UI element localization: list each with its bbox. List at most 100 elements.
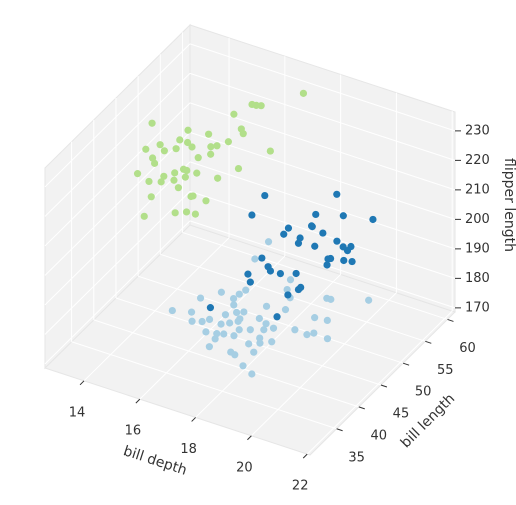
point [255, 314, 263, 323]
point [244, 270, 252, 278]
point [323, 335, 332, 343]
point [339, 212, 347, 220]
y-tick [380, 384, 388, 388]
grid-line [44, 220, 191, 365]
z-tick-label: 210 [465, 182, 490, 197]
point [239, 130, 247, 138]
y-tick-label: 50 [415, 385, 432, 400]
point [235, 290, 243, 298]
point [205, 343, 213, 351]
x-tick-label: 14 [69, 405, 86, 420]
grid-line [44, 132, 191, 276]
point [291, 326, 299, 334]
point [156, 141, 164, 149]
point [250, 348, 258, 356]
point [299, 89, 308, 97]
point [142, 145, 150, 153]
point [280, 230, 288, 238]
z-tick-label: 200 [465, 212, 490, 227]
grid-line [44, 43, 191, 188]
grid-line [44, 102, 191, 247]
point [323, 261, 331, 269]
point [213, 142, 221, 150]
point [151, 159, 159, 167]
x-tick-label: 22 [292, 479, 309, 494]
point [333, 237, 341, 245]
y-tick [447, 318, 454, 322]
point [273, 313, 281, 321]
point [308, 223, 316, 231]
y-tick-label: 55 [437, 363, 454, 378]
x-tick [191, 417, 196, 422]
point [226, 319, 234, 327]
point [319, 229, 327, 237]
point [196, 294, 205, 302]
grid-line [306, 310, 453, 455]
grid-line [44, 161, 191, 306]
point [193, 169, 201, 177]
point [245, 340, 253, 348]
point [213, 330, 221, 338]
point [170, 176, 178, 184]
y-tick-label: 35 [348, 450, 365, 465]
point [176, 136, 184, 144]
point [369, 215, 377, 224]
point [262, 320, 270, 328]
point [311, 242, 319, 250]
point [224, 138, 232, 146]
grid-line [189, 161, 456, 250]
point [339, 243, 347, 251]
point [187, 308, 196, 316]
point [230, 332, 238, 340]
point [172, 145, 180, 153]
point [264, 238, 273, 246]
point [234, 164, 243, 173]
point [171, 209, 179, 217]
point [229, 294, 238, 303]
point [221, 311, 230, 319]
point [157, 178, 165, 186]
point [191, 210, 199, 218]
grid-line [44, 73, 191, 217]
x-tick [247, 435, 252, 441]
point [182, 208, 191, 216]
y-tick [402, 362, 410, 366]
point [217, 320, 225, 328]
grid-line [189, 131, 456, 220]
x-tick [302, 453, 308, 459]
grid-line [137, 275, 404, 364]
point [268, 338, 276, 346]
point [188, 143, 196, 151]
point [303, 331, 311, 339]
point [236, 315, 244, 323]
point [207, 150, 215, 158]
point [160, 172, 168, 180]
point [266, 147, 274, 155]
x-tick [79, 380, 85, 386]
point [323, 316, 331, 325]
point [235, 326, 243, 334]
point [240, 308, 248, 316]
point [220, 330, 228, 338]
grid-line [189, 220, 456, 309]
point [188, 317, 196, 325]
point [261, 191, 269, 200]
grid-line [83, 237, 230, 382]
point [324, 255, 332, 263]
point [264, 263, 272, 271]
point [248, 211, 256, 219]
point [246, 326, 254, 334]
z-tick-label: 180 [465, 271, 490, 286]
point [284, 224, 293, 232]
point [198, 317, 206, 326]
point [311, 314, 319, 322]
point [286, 276, 295, 284]
y-tick [358, 406, 365, 410]
z-tick-label: 230 [465, 123, 490, 138]
grid-line [189, 43, 456, 132]
point [202, 197, 210, 205]
z-tick-label: 220 [465, 153, 490, 168]
grid-line [182, 231, 448, 320]
point [239, 362, 247, 370]
